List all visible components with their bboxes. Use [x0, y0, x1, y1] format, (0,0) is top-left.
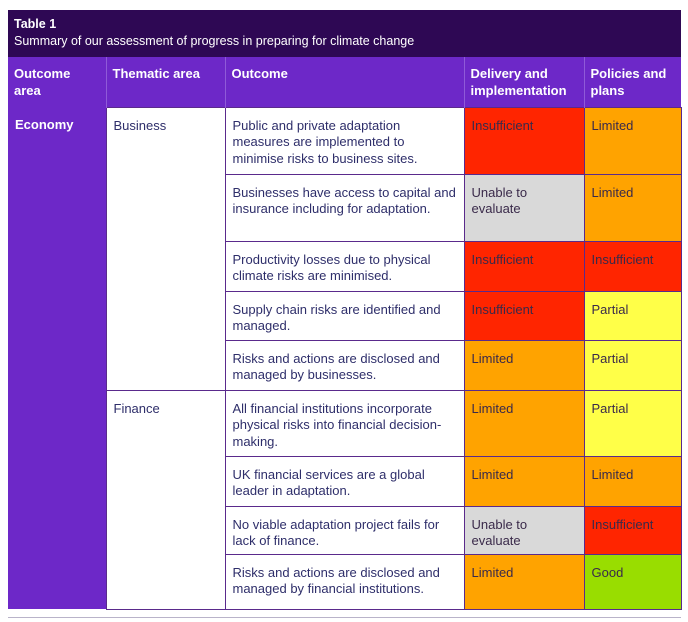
- delivery-rating-cell: Limited: [463, 339, 585, 391]
- header-thematic-area: Thematic area: [105, 57, 225, 107]
- table-row: Risks and actions are disclosed and mana…: [8, 339, 682, 391]
- header-policies: Policies and plans: [583, 57, 681, 107]
- thematic-area-cell: Finance: [105, 389, 226, 610]
- delivery-rating-cell: Unable to evaluate: [463, 505, 585, 555]
- table-row: Risks and actions are disclosed and mana…: [8, 553, 682, 610]
- outcome-cell: Risks and actions are disclosed and mana…: [224, 553, 465, 610]
- policies-rating-cell: Limited: [583, 173, 682, 242]
- header-delivery: Delivery and implementation: [463, 57, 584, 107]
- policies-rating-cell: Partial: [583, 339, 682, 391]
- delivery-rating-cell: Insufficient: [463, 290, 585, 341]
- table-body: Economy Business Public and private adapta…: [8, 106, 682, 610]
- outcome-cell: Businesses have access to capital and in…: [224, 173, 465, 242]
- table-row: Economy Business Public and private adapta…: [8, 106, 682, 609]
- outcome-area-cell: Economy: [8, 107, 107, 609]
- thematic-area-cell: Business: [105, 106, 226, 391]
- delivery-rating-cell: Insufficient: [463, 106, 585, 175]
- table-title: Table 1: [14, 17, 57, 31]
- table-row: UK financial services are a global leade…: [8, 455, 682, 507]
- delivery-rating-cell: Limited: [463, 553, 585, 610]
- policies-rating-cell: Insufficient: [583, 505, 682, 555]
- table-row: Productivity losses due to physical clim…: [8, 240, 682, 292]
- outcome-cell: Productivity losses due to physical clim…: [224, 240, 465, 292]
- divider: [8, 617, 681, 618]
- assessment-table: Outcome area Thematic area Outcome Deliv…: [8, 57, 682, 610]
- outcome-cell: Risks and actions are disclosed and mana…: [224, 339, 465, 391]
- policies-rating-cell: Limited: [583, 455, 682, 507]
- delivery-rating-cell: Limited: [463, 455, 585, 507]
- table-row: Finance All financial institutions incorp…: [8, 389, 682, 610]
- policies-rating-cell: Insufficient: [583, 240, 682, 292]
- policies-rating-cell: Limited: [583, 106, 682, 175]
- outcome-cell: UK financial services are a global leade…: [224, 455, 465, 507]
- policies-rating-cell: Partial: [583, 290, 682, 341]
- outcome-cell: Public and private adaptation measures a…: [224, 106, 465, 175]
- delivery-rating-cell: Limited: [463, 389, 585, 457]
- outcome-cell: Supply chain risks are identified and ma…: [224, 290, 465, 341]
- delivery-rating-cell: Insufficient: [463, 240, 585, 292]
- header-row: Outcome area Thematic area Outcome Deliv…: [8, 57, 681, 107]
- table-row: Supply chain risks are identified and ma…: [8, 290, 682, 341]
- table-container: Table 1 Summary of our assessment of pro…: [8, 10, 682, 610]
- outcome-cell: No viable adaptation project fails for l…: [224, 505, 465, 555]
- outcome-cell: All financial institutions incorporate p…: [224, 389, 465, 457]
- header-outcome-area: Outcome area: [8, 57, 106, 107]
- header-outcome: Outcome: [224, 57, 464, 107]
- table-subtitle: Summary of our assessment of progress in…: [14, 34, 415, 48]
- policies-rating-cell: Partial: [583, 389, 682, 457]
- policies-rating-cell: Good: [583, 553, 682, 610]
- table-row: No viable adaptation project fails for l…: [8, 505, 682, 555]
- table-row: Businesses have access to capital and in…: [8, 173, 682, 242]
- delivery-rating-cell: Unable to evaluate: [463, 173, 585, 242]
- table-caption: Table 1 Summary of our assessment of pro…: [8, 10, 681, 57]
